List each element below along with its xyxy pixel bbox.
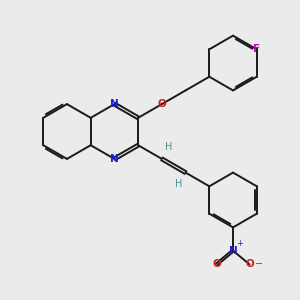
Text: N: N [110, 154, 119, 164]
Text: H: H [165, 142, 172, 152]
Text: F: F [253, 44, 260, 54]
Text: H: H [175, 179, 182, 190]
Text: +: + [236, 239, 243, 248]
Text: O: O [158, 99, 166, 109]
Text: −: − [255, 260, 263, 269]
Text: O: O [212, 260, 221, 269]
Text: O: O [245, 260, 254, 269]
Text: N: N [110, 99, 119, 109]
Text: N: N [229, 246, 237, 256]
